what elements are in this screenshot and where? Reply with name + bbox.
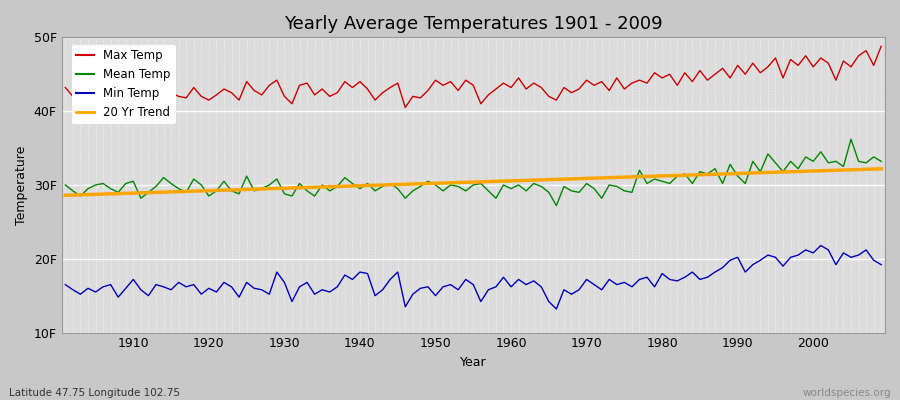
Y-axis label: Temperature: Temperature — [15, 145, 28, 225]
X-axis label: Year: Year — [460, 356, 487, 369]
Text: Latitude 47.75 Longitude 102.75: Latitude 47.75 Longitude 102.75 — [9, 388, 180, 398]
Legend: Max Temp, Mean Temp, Min Temp, 20 Yr Trend: Max Temp, Mean Temp, Min Temp, 20 Yr Tre… — [72, 45, 176, 124]
Text: worldspecies.org: worldspecies.org — [803, 388, 891, 398]
Title: Yearly Average Temperatures 1901 - 2009: Yearly Average Temperatures 1901 - 2009 — [284, 15, 662, 33]
